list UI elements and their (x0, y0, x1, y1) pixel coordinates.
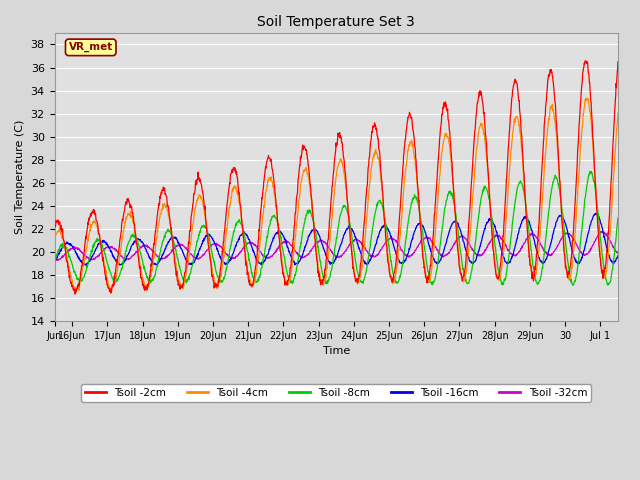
Title: Soil Temperature Set 3: Soil Temperature Set 3 (257, 15, 415, 29)
Y-axis label: Soil Temperature (C): Soil Temperature (C) (15, 120, 25, 234)
Text: VR_met: VR_met (68, 42, 113, 52)
X-axis label: Time: Time (323, 346, 350, 356)
Legend: Tsoil -2cm, Tsoil -4cm, Tsoil -8cm, Tsoil -16cm, Tsoil -32cm: Tsoil -2cm, Tsoil -4cm, Tsoil -8cm, Tsoi… (81, 384, 591, 402)
